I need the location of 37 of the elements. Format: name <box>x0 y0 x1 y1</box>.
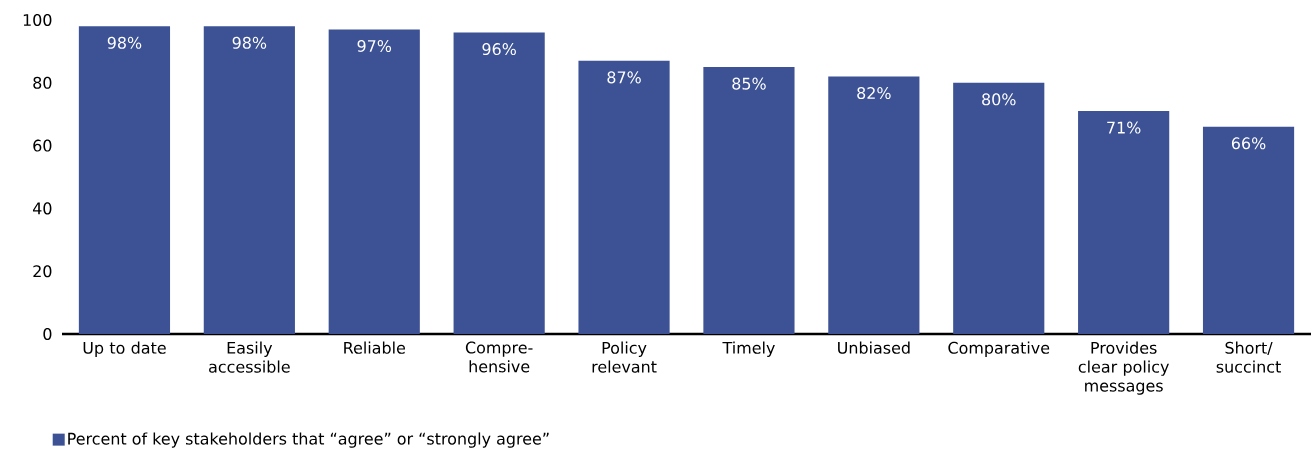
y-tick-label: 100 <box>23 13 52 27</box>
x-tick-label: Short/ succinct <box>1216 341 1281 373</box>
bar <box>203 26 295 334</box>
data-label: 98% <box>107 36 142 49</box>
y-tick-label: 80 <box>33 76 52 89</box>
x-tick-label: Up to date <box>83 341 166 357</box>
x-tick-label: Comparative <box>948 341 1050 357</box>
x-tick-label: Timely <box>722 341 775 357</box>
data-label: 85% <box>732 77 766 90</box>
x-tick-label: Policy relevant <box>592 341 657 373</box>
data-label: 82% <box>857 87 891 100</box>
bar <box>703 67 795 334</box>
bar <box>578 60 670 334</box>
y-tick-label: 60 <box>33 139 52 152</box>
y-tick-label: 0 <box>43 327 52 341</box>
x-tick-label: Unbiased <box>838 341 910 354</box>
data-label: 96% <box>482 43 516 56</box>
y-tick-label: 20 <box>33 265 52 278</box>
bar <box>953 82 1045 334</box>
data-label: 87% <box>607 71 641 84</box>
bar <box>328 29 420 334</box>
data-label: 97% <box>357 39 392 52</box>
bar <box>78 26 171 334</box>
data-label: 66% <box>1231 137 1266 150</box>
bar <box>1078 111 1170 334</box>
bar <box>828 76 920 334</box>
x-tick-label: Reliable <box>344 341 405 354</box>
bar <box>453 32 545 334</box>
legend-label: Percent of key stakeholders that “agree” or “strongly agree” <box>68 432 549 448</box>
x-tick-label: Easily accessible <box>209 341 290 373</box>
bar <box>1202 126 1295 334</box>
data-label: 80% <box>982 93 1016 106</box>
data-label: 98% <box>232 36 267 49</box>
x-tick-label: Provides clear policy messages <box>1078 341 1169 395</box>
y-tick-label: 40 <box>32 202 52 215</box>
x-tick-label: Compre-hensive <box>465 341 533 373</box>
data-label: 71% <box>1107 121 1141 134</box>
